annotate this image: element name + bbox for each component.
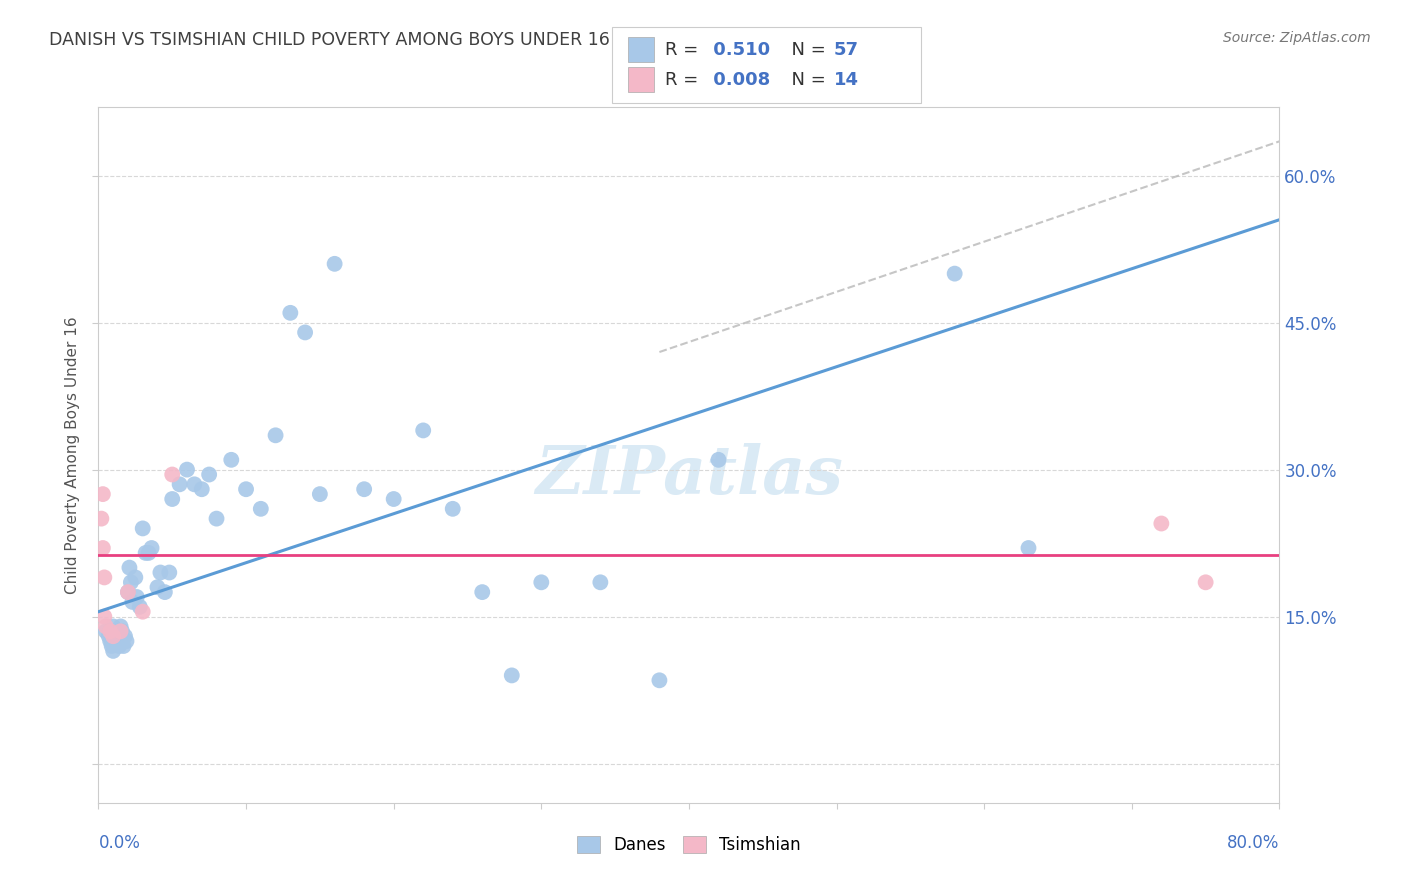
- Point: [91, 541, 114, 555]
- Point: [235, 482, 257, 496]
- Legend: Danes, Tsimshian: Danes, Tsimshian: [571, 829, 807, 861]
- Text: 57: 57: [834, 41, 859, 59]
- Text: Source: ZipAtlas.com: Source: ZipAtlas.com: [1223, 31, 1371, 45]
- Point: [153, 585, 176, 599]
- Point: [412, 424, 434, 438]
- Point: [108, 639, 131, 653]
- Text: N =: N =: [780, 70, 832, 88]
- Point: [112, 639, 135, 653]
- Point: [264, 428, 287, 442]
- Point: [117, 585, 139, 599]
- Point: [120, 575, 142, 590]
- Point: [1017, 541, 1039, 555]
- Point: [157, 566, 180, 580]
- Point: [111, 624, 134, 639]
- Point: [191, 482, 214, 496]
- Point: [149, 566, 172, 580]
- Point: [100, 639, 122, 653]
- Point: [219, 452, 242, 467]
- Text: N =: N =: [780, 41, 832, 59]
- Point: [107, 634, 129, 648]
- Point: [648, 673, 671, 688]
- Point: [382, 491, 405, 506]
- Point: [250, 501, 273, 516]
- Point: [103, 629, 125, 643]
- Point: [309, 487, 332, 501]
- Point: [115, 634, 138, 648]
- Point: [323, 257, 346, 271]
- Point: [205, 511, 228, 525]
- Point: [1195, 575, 1218, 590]
- Point: [278, 306, 302, 320]
- Point: [176, 462, 198, 476]
- Point: [162, 467, 183, 482]
- Text: 0.0%: 0.0%: [98, 834, 141, 852]
- Point: [124, 570, 146, 584]
- Point: [135, 546, 157, 560]
- Point: [98, 624, 121, 639]
- Point: [589, 575, 612, 590]
- Point: [198, 467, 221, 482]
- Point: [132, 521, 155, 535]
- Point: [93, 609, 115, 624]
- Point: [441, 501, 464, 516]
- Point: [93, 570, 115, 584]
- Point: [146, 580, 169, 594]
- Point: [353, 482, 375, 496]
- Point: [471, 585, 494, 599]
- Point: [128, 599, 150, 614]
- Text: 0.510: 0.510: [707, 41, 770, 59]
- Point: [121, 595, 143, 609]
- Point: [118, 560, 141, 574]
- Point: [105, 629, 128, 643]
- Point: [1150, 516, 1173, 531]
- Point: [530, 575, 553, 590]
- Text: 14: 14: [834, 70, 859, 88]
- Point: [183, 477, 205, 491]
- Point: [90, 511, 112, 525]
- Point: [501, 668, 523, 682]
- Point: [141, 541, 163, 555]
- Point: [110, 619, 132, 633]
- Point: [91, 487, 114, 501]
- Point: [162, 491, 183, 506]
- Point: [94, 619, 117, 633]
- Point: [707, 452, 730, 467]
- Point: [169, 477, 191, 491]
- Point: [98, 634, 121, 648]
- Text: 80.0%: 80.0%: [1227, 834, 1279, 852]
- Text: 0.008: 0.008: [707, 70, 770, 88]
- Point: [294, 326, 316, 340]
- Point: [103, 644, 125, 658]
- Point: [125, 590, 148, 604]
- Point: [117, 585, 139, 599]
- Text: R =: R =: [665, 70, 704, 88]
- Point: [97, 629, 120, 643]
- Point: [943, 267, 966, 281]
- Point: [110, 629, 132, 643]
- Point: [138, 546, 160, 560]
- Point: [110, 624, 132, 639]
- Y-axis label: Child Poverty Among Boys Under 16: Child Poverty Among Boys Under 16: [65, 316, 80, 594]
- Point: [132, 605, 155, 619]
- Point: [94, 624, 117, 639]
- Text: ZIPatlas: ZIPatlas: [536, 443, 842, 508]
- Point: [103, 619, 125, 633]
- Text: R =: R =: [665, 41, 704, 59]
- Point: [114, 629, 136, 643]
- Text: DANISH VS TSIMSHIAN CHILD POVERTY AMONG BOYS UNDER 16 CORRELATION CHART: DANISH VS TSIMSHIAN CHILD POVERTY AMONG …: [49, 31, 804, 49]
